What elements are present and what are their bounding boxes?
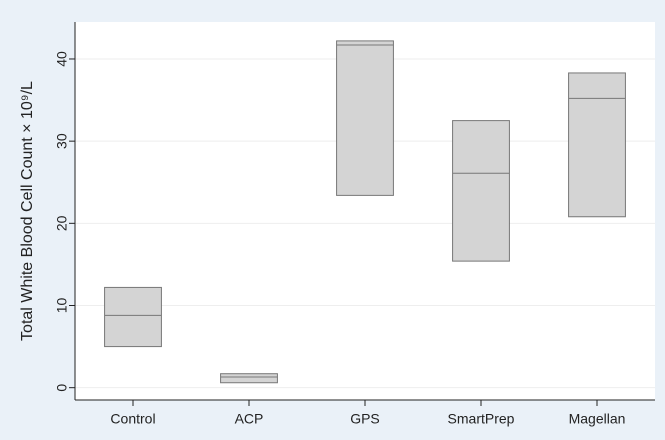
x-tick-label: GPS (350, 411, 380, 427)
box (336, 40, 394, 196)
y-tick-label: 30 (54, 133, 70, 149)
y-tick-label: 20 (54, 215, 70, 231)
x-tick-label: SmartPrep (448, 411, 515, 427)
x-tick-label: ACP (235, 411, 264, 427)
y-tick-label: 0 (54, 384, 70, 392)
box (104, 286, 162, 348)
y-tick-label: 40 (54, 51, 70, 67)
x-tick-label: Magellan (569, 411, 626, 427)
box (452, 120, 510, 262)
y-tick-label: 10 (54, 298, 70, 314)
y-axis-label: Total White Blood Cell Count × 10⁹/L (19, 81, 36, 341)
x-tick-label: Control (110, 411, 155, 427)
box (220, 373, 278, 384)
box (568, 72, 626, 218)
